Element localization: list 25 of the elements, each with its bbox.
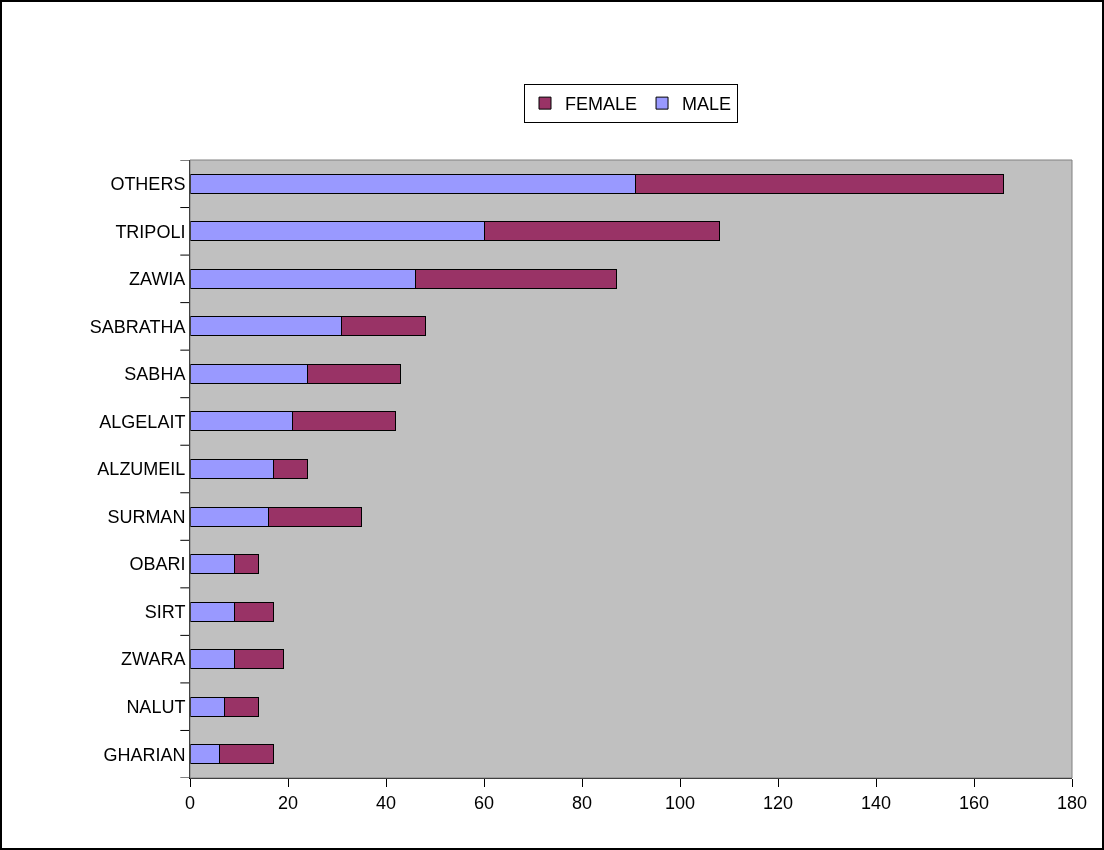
y-tick-label: OBARI [129,554,186,575]
y-tick-label: SIRT [144,601,186,622]
x-tick-label: 100 [664,792,696,813]
y-tick-label: SABHA [124,364,186,385]
x-tick-label: 20 [277,792,299,813]
y-tick-label: NALUT [126,696,186,717]
x-tick-label: 0 [184,792,196,813]
x-tick-label: 160 [958,792,990,813]
legend-label: MALE [682,94,732,115]
y-tick-label: GHARIAN [103,744,186,765]
y-tick-label: SURMAN [107,506,186,527]
x-tick-label: 40 [375,792,397,813]
y-tick-label: OTHERS [110,174,186,195]
y-tick-label: TRIPOLI [115,221,186,242]
y-tick-label: ZWARA [121,649,186,670]
y-tick-label: ALGELAIT [99,411,186,432]
x-tick-label: 60 [473,792,495,813]
x-tick-label: 140 [860,792,892,813]
y-tick-label: SABRATHA [89,316,186,337]
legend-label: FEMALE [565,94,638,115]
x-tick-label: 120 [762,792,794,813]
y-tick-label: ZAWIA [129,269,186,290]
y-tick-label: ALZUMEIL [97,459,186,480]
x-tick-label: 180 [1056,792,1088,813]
x-tick-label: 80 [571,792,593,813]
